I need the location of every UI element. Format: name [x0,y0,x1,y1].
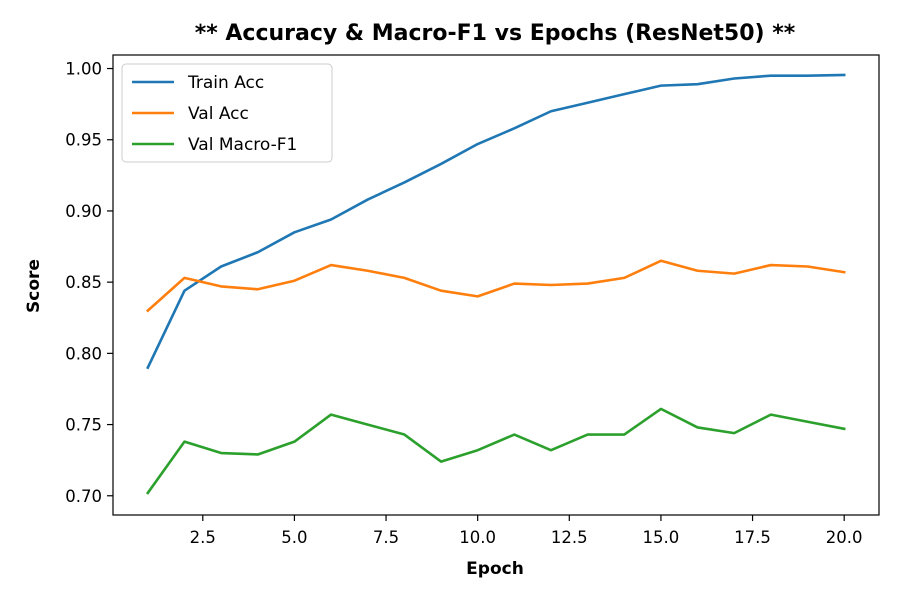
series-line-val-macro-f1 [146,407,846,495]
plot-area: 2.5 5.0 7.5 10.0 12.5 15.0 17.5 20.0 0.70 0.75 0.8… [65,54,880,547]
legend-label: Val Macro-F1 [188,135,297,155]
x-tick-label: 5.0 [281,528,307,547]
series-line-train-acc [146,73,846,370]
x-tick-label: 7.5 [373,528,399,547]
x-tick-label: 15.0 [643,528,680,547]
chart-title: ** Accuracy & Macro-F1 vs Epochs (ResNet… [195,21,796,46]
plot-frame [112,54,880,516]
x-tick-label: 2.5 [190,528,216,547]
legend-label: Val Acc [188,104,249,124]
x-tick-label: 10.0 [459,528,496,547]
y-tick-label: 0.95 [65,131,102,150]
y-axis-label: Score [24,259,44,313]
y-tick-label: 0.85 [65,273,102,292]
legend-label: Train Acc [187,73,264,93]
y-tick-label: 0.70 [65,487,102,506]
y-tick-label: 0.80 [65,344,102,363]
legend-box [121,63,333,163]
x-axis-label: Epoch [466,559,524,579]
series-line-val-acc [145,259,846,313]
y-tick-label: 0.90 [65,202,102,221]
x-tick-label: 12.5 [551,528,588,547]
x-tick-label: 17.5 [734,528,771,547]
x-tick-label: 20.0 [826,528,863,547]
y-tick-label: 0.75 [65,416,102,435]
y-tick-label: 1.00 [65,60,102,79]
